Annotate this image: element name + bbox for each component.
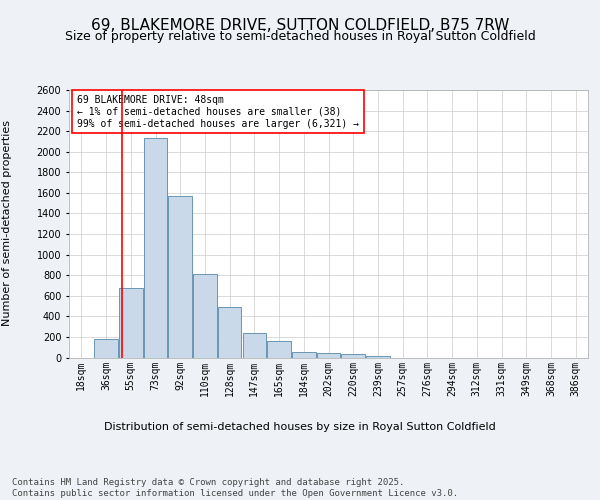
- Bar: [94, 339, 118, 357]
- Text: Number of semi-detached properties: Number of semi-detached properties: [2, 120, 12, 326]
- Bar: [144, 138, 167, 358]
- Bar: [193, 274, 217, 357]
- Text: 69, BLAKEMORE DRIVE, SUTTON COLDFIELD, B75 7RW: 69, BLAKEMORE DRIVE, SUTTON COLDFIELD, B…: [91, 18, 509, 32]
- Bar: [242, 333, 266, 357]
- Bar: [366, 356, 389, 358]
- Bar: [169, 196, 192, 358]
- Bar: [268, 341, 291, 357]
- Bar: [218, 307, 241, 358]
- Text: 69 BLAKEMORE DRIVE: 48sqm
← 1% of semi-detached houses are smaller (38)
99% of s: 69 BLAKEMORE DRIVE: 48sqm ← 1% of semi-d…: [77, 96, 359, 128]
- Text: Distribution of semi-detached houses by size in Royal Sutton Coldfield: Distribution of semi-detached houses by …: [104, 422, 496, 432]
- Text: Contains HM Land Registry data © Crown copyright and database right 2025.
Contai: Contains HM Land Registry data © Crown c…: [12, 478, 458, 498]
- Bar: [119, 288, 143, 358]
- Bar: [292, 352, 316, 358]
- Bar: [341, 354, 365, 358]
- Text: Size of property relative to semi-detached houses in Royal Sutton Coldfield: Size of property relative to semi-detach…: [65, 30, 535, 43]
- Bar: [317, 353, 340, 358]
